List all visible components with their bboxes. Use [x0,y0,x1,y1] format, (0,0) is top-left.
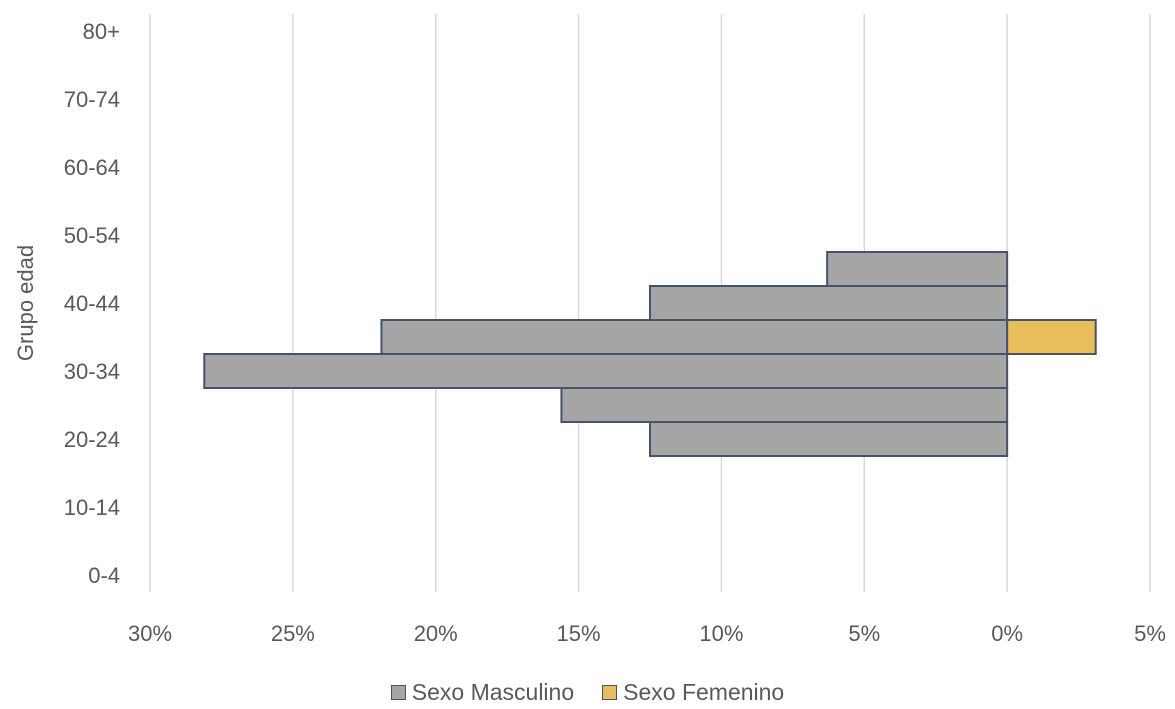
y-axis-title: Grupo edad [13,245,38,361]
y-tick-label: 60-64 [64,155,120,180]
x-tick-label: 0% [991,621,1023,646]
y-tick-label: 40-44 [64,291,120,316]
y-tick-label: 30-34 [64,359,120,384]
y-tick-label: 20-24 [64,427,120,452]
bar-masculino-20-24 [649,421,1009,457]
y-tick-labels: 0-4 10-14 20-24 30-34 40-44 50-54 60-64 70-74 80… [64,19,120,588]
y-tick-label: 80+ [83,19,120,44]
y-tick-label: 10-14 [64,495,120,520]
legend-swatch-masculino [390,684,406,700]
bar-masculino-45-49 [826,251,1009,287]
y-tick-label: 70-74 [64,87,120,112]
x-tick-label: 25% [271,621,315,646]
legend-label-femenino: Sexo Femenino [623,678,785,705]
x-tick-label: 10% [699,621,743,646]
bar-masculino-25-29 [560,387,1009,423]
x-tick-label: 20% [414,621,458,646]
x-tick-labels: 30% 25% 20% 15% 10% 5% 0% 5% [128,621,1166,646]
legend-item-masculino: Sexo Masculino [390,678,575,706]
legend-swatch-femenino [602,684,618,700]
x-tick-label: 15% [557,621,601,646]
y-tick-label: 0-4 [88,563,120,588]
population-pyramid-chart: 0-4 10-14 20-24 30-34 40-44 50-54 60-64 70-74 80… [13,14,1166,646]
bar-femenino-35-39 [1006,319,1097,355]
bars [203,251,1097,457]
legend: Sexo Masculino Sexo Femenino [0,675,1175,709]
bar-masculino-35-39 [380,319,1009,355]
legend-item-femenino: Sexo Femenino [602,679,784,706]
x-tick-label: 5% [848,621,880,646]
y-tick-label: 50-54 [64,223,120,248]
bar-masculino-30-34 [203,353,1009,389]
x-tick-label: 5% [1134,621,1166,646]
x-tick-label: 30% [128,621,172,646]
bar-masculino-40-44 [649,285,1009,321]
legend-label-masculino: Sexo Masculino [411,678,575,705]
